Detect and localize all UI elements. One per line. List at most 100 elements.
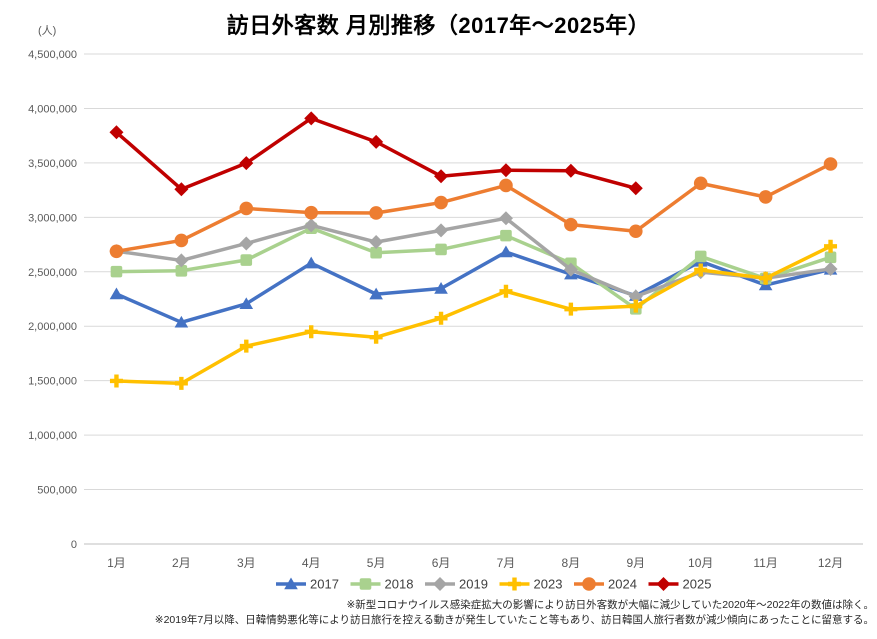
x-axis-tick-label: 2月 bbox=[172, 556, 191, 570]
legend-label: 2025 bbox=[683, 577, 712, 592]
data-point-marker bbox=[174, 182, 189, 197]
x-axis-tick-label: 4月 bbox=[302, 556, 321, 570]
legend-label: 2024 bbox=[608, 577, 637, 592]
data-point-marker bbox=[369, 134, 384, 149]
legend-item-2019: 2019 bbox=[425, 577, 488, 592]
data-point-marker bbox=[109, 244, 124, 259]
legend-item-2017: 2017 bbox=[276, 577, 339, 592]
footnote-line: ※2019年7月以降、日韓情勢悪化等により訪日旅行を控える動きが発生していたこと… bbox=[154, 614, 874, 626]
y-axis-tick-label: 2,000,000 bbox=[28, 321, 77, 333]
x-axis-tick-label: 9月 bbox=[626, 556, 645, 570]
y-axis-unit-label: (人) bbox=[38, 25, 57, 37]
data-point-marker bbox=[564, 302, 578, 316]
data-point-marker bbox=[823, 157, 838, 171]
data-point-marker bbox=[823, 261, 838, 276]
data-point-marker bbox=[434, 223, 449, 238]
data-point-marker bbox=[369, 235, 384, 250]
legend-label: 2018 bbox=[385, 577, 414, 592]
data-point-marker bbox=[694, 263, 708, 277]
data-point-marker bbox=[109, 125, 124, 140]
legend-item-2025: 2025 bbox=[648, 577, 712, 592]
data-point-marker bbox=[304, 111, 319, 126]
series-line-2017 bbox=[114, 250, 833, 325]
data-point-marker bbox=[499, 245, 513, 258]
data-point-marker bbox=[629, 299, 643, 313]
data-point-marker bbox=[563, 262, 578, 277]
data-point-marker bbox=[109, 287, 124, 300]
data-point-marker bbox=[174, 376, 188, 390]
data-point-marker bbox=[174, 253, 189, 268]
x-axis-tick-label: 7月 bbox=[497, 556, 516, 570]
data-point-marker bbox=[304, 325, 318, 339]
data-point-marker bbox=[434, 195, 448, 210]
data-point-marker bbox=[435, 243, 447, 256]
data-point-marker bbox=[759, 271, 773, 285]
y-axis-tick-label: 0 bbox=[71, 539, 77, 551]
data-point-marker bbox=[500, 229, 512, 242]
legend-label: 2019 bbox=[459, 577, 488, 592]
legend-item-2018: 2018 bbox=[350, 577, 414, 592]
data-point-marker bbox=[628, 181, 643, 196]
legend-marker bbox=[284, 577, 298, 590]
y-axis-tick-label: 4,500,000 bbox=[28, 49, 77, 61]
data-point-marker bbox=[498, 163, 513, 178]
data-point-marker bbox=[304, 256, 319, 269]
chart-footnotes: ※新型コロナウイルス感染症拡大の影響により訪日外客数が大幅に減少していた2020… bbox=[155, 598, 874, 628]
legend-marker bbox=[582, 577, 596, 591]
series-line-2023 bbox=[114, 244, 833, 386]
data-point-marker bbox=[758, 190, 773, 204]
data-point-marker bbox=[239, 156, 254, 171]
data-point-marker bbox=[693, 176, 708, 191]
footnote-line: ※新型コロナウイルス感染症拡大の影響により訪日外客数が大幅に減少していた2020… bbox=[346, 599, 875, 611]
y-axis-tick-label: 2,500,000 bbox=[28, 267, 77, 279]
data-point-marker bbox=[563, 163, 578, 178]
data-point-marker bbox=[628, 289, 643, 304]
data-point-marker bbox=[240, 254, 253, 266]
x-axis-tick-label: 10月 bbox=[688, 556, 713, 570]
data-point-marker bbox=[694, 250, 707, 263]
y-axis-tick-label: 1,000,000 bbox=[28, 430, 77, 442]
data-point-marker bbox=[628, 224, 643, 239]
chart-title: 訪日外客数 月別推移（2017年～2025年） bbox=[226, 13, 651, 38]
x-axis-tick-label: 12月 bbox=[818, 556, 843, 570]
y-axis-tick-label: 500,000 bbox=[37, 485, 77, 497]
legend-marker bbox=[508, 577, 521, 591]
x-axis-tick-label: 6月 bbox=[432, 556, 451, 570]
data-point-marker bbox=[369, 287, 383, 300]
data-point-marker bbox=[824, 251, 837, 264]
data-point-marker bbox=[304, 218, 319, 233]
legend-label: 2017 bbox=[310, 577, 339, 592]
legend-marker bbox=[656, 577, 671, 591]
series-2019 bbox=[109, 211, 838, 304]
x-axis-tick-label: 3月 bbox=[237, 556, 256, 570]
legend-label: 2023 bbox=[534, 577, 563, 592]
legend-item-2023: 2023 bbox=[499, 577, 563, 592]
series-2025 bbox=[109, 111, 643, 197]
data-point-marker bbox=[564, 217, 578, 232]
data-point-marker bbox=[369, 206, 383, 220]
series-line-2024 bbox=[114, 162, 833, 254]
legend-item-2024: 2024 bbox=[574, 577, 637, 592]
data-point-marker bbox=[239, 297, 254, 310]
data-point-marker bbox=[824, 239, 838, 253]
data-point-marker bbox=[499, 178, 513, 193]
data-point-marker bbox=[174, 315, 189, 328]
x-axis-tick-label: 5月 bbox=[367, 556, 386, 570]
y-axis-tick-label: 3,000,000 bbox=[28, 212, 77, 224]
data-point-marker bbox=[498, 211, 513, 226]
y-axis-tick-label: 1,500,000 bbox=[28, 376, 77, 388]
data-point-marker bbox=[370, 246, 382, 259]
data-point-marker bbox=[174, 233, 189, 248]
series-line-2025 bbox=[114, 116, 638, 191]
series-line-2019 bbox=[114, 216, 833, 299]
legend-marker bbox=[433, 577, 447, 591]
data-point-marker bbox=[109, 374, 123, 388]
series-line-2018 bbox=[114, 226, 833, 311]
data-point-marker bbox=[239, 339, 253, 353]
x-axis-tick-label: 1月 bbox=[107, 556, 126, 570]
data-point-marker bbox=[110, 265, 123, 278]
data-point-marker bbox=[239, 236, 254, 251]
data-point-marker bbox=[434, 311, 448, 325]
